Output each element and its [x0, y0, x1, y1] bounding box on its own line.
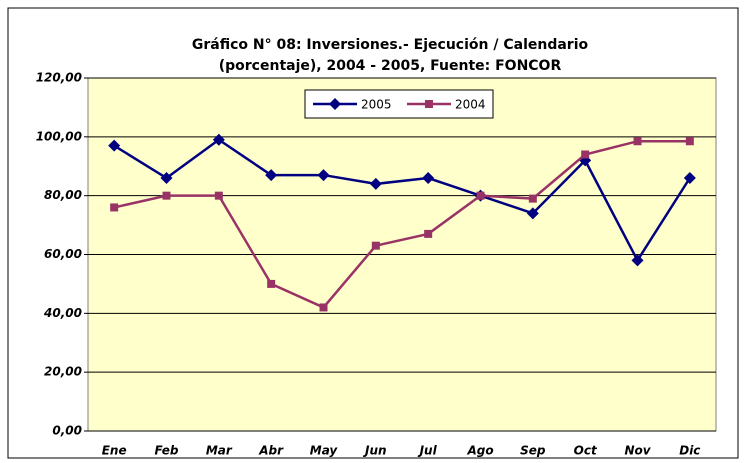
x-tick-label: Oct	[574, 444, 598, 458]
x-tick-label: Feb	[155, 444, 179, 458]
y-tick-label: 100,00	[36, 129, 82, 143]
x-tick-label: Nov	[624, 444, 651, 458]
x-tick-label: Sep	[520, 444, 546, 458]
marker	[108, 139, 121, 152]
marker	[631, 254, 644, 267]
y-tick-label: 20,00	[44, 365, 82, 379]
marker	[371, 241, 380, 250]
y-tick-label: 80,00	[44, 188, 82, 202]
legend-label: 2004	[455, 98, 486, 112]
y-tick-label: 40,00	[43, 306, 82, 320]
x-tick-label: Ago	[466, 444, 493, 458]
marker	[265, 169, 278, 182]
marker	[319, 303, 328, 312]
marker	[683, 172, 696, 185]
marker	[110, 203, 119, 212]
x-tick-label: Ene	[102, 444, 127, 458]
legend-marker	[425, 100, 433, 108]
chart-title: Gráfico N° 08: Inversiones.- Ejecución /…	[192, 37, 589, 53]
marker	[212, 133, 225, 146]
marker	[528, 194, 537, 203]
x-tick-label: Abr	[258, 444, 284, 458]
marker	[160, 172, 173, 185]
marker	[267, 279, 276, 288]
marker	[422, 172, 435, 185]
marker	[633, 137, 642, 146]
series-line	[113, 139, 690, 309]
marker	[317, 169, 330, 182]
y-tick-label: 0,00	[52, 424, 82, 438]
marker	[685, 137, 694, 146]
x-tick-label: Jun	[363, 444, 387, 458]
x-tick-label: Dic	[679, 444, 700, 458]
marker	[476, 191, 485, 200]
y-tick-label: 120,00	[36, 71, 82, 85]
marker	[162, 191, 171, 200]
x-tick-label: May	[310, 444, 339, 458]
marker	[369, 177, 382, 190]
legend-marker	[329, 98, 341, 110]
y-tick-label: 60,00	[44, 247, 82, 261]
chart-title: (porcentaje), 2004 - 2005, Fuente: FONCO…	[219, 58, 562, 74]
x-tick-label: Jul	[418, 444, 438, 458]
marker	[581, 150, 590, 159]
series-line	[113, 138, 691, 263]
marker	[424, 229, 433, 238]
x-tick-label: Mar	[206, 444, 233, 458]
marker	[214, 191, 223, 200]
legend-label: 2005	[361, 98, 392, 112]
marker	[526, 207, 539, 220]
